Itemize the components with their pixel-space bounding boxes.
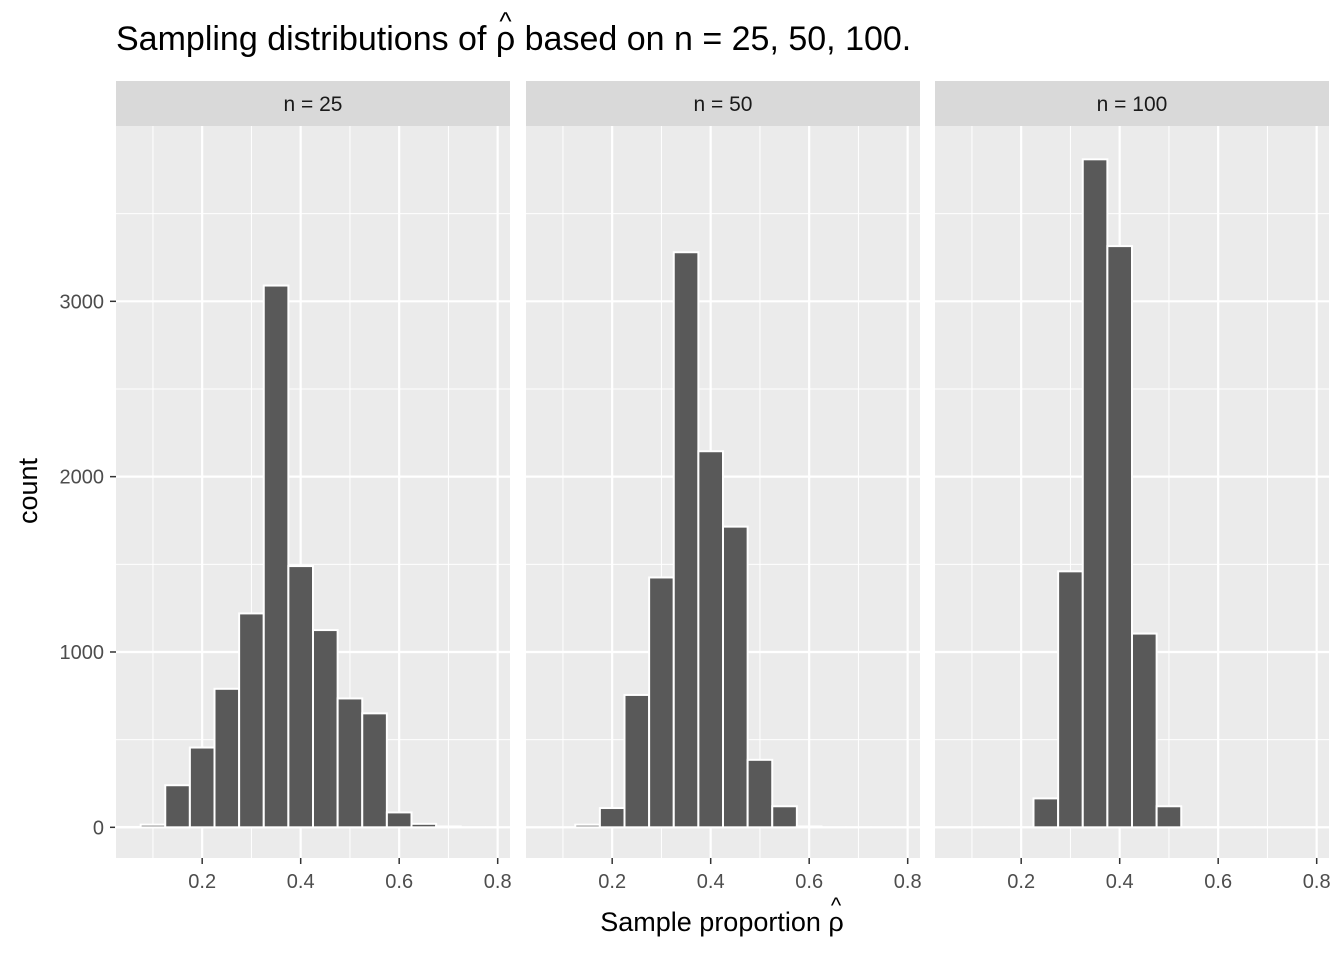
- histogram-bar: [361, 712, 388, 829]
- histogram-bar: [722, 525, 749, 829]
- y-axis-title: count: [13, 457, 43, 524]
- histogram-bar: [410, 822, 438, 829]
- x-axis-title: Sample proportion ρ: [600, 907, 844, 937]
- facet-strip-label: n = 25: [284, 93, 343, 116]
- histogram-bar: [164, 784, 191, 829]
- histogram-bar: [623, 693, 651, 829]
- x-tick-label: 0.6: [385, 871, 413, 893]
- x-tick-label: 0.8: [1303, 871, 1331, 893]
- histogram-bar: [435, 825, 462, 829]
- x-tick-label: 0.2: [598, 871, 626, 893]
- x-tick-label: 0.4: [287, 871, 315, 893]
- chart-title-text: Sampling distributions of ρ based on n =…: [116, 20, 911, 58]
- x-tick-label: 0.6: [795, 871, 823, 893]
- histogram-bar: [672, 251, 700, 829]
- histogram-bar: [697, 450, 724, 829]
- facet-strip: [116, 81, 510, 126]
- facet-strip-label: n = 50: [694, 93, 753, 116]
- facet-strip: [935, 81, 1329, 126]
- x-tick-label: 0.4: [1106, 871, 1134, 893]
- x-axis-title-text: Sample proportion ρ: [600, 907, 844, 937]
- histogram-bar: [746, 758, 774, 829]
- x-tick-label: 0.2: [1007, 871, 1035, 893]
- histogram-bar: [1032, 797, 1060, 829]
- y-axis: 0 1000 2000 3000: [60, 291, 116, 839]
- histogram-bar: [598, 807, 626, 829]
- histogram-bar: [287, 565, 314, 829]
- histogram-bar: [1081, 158, 1109, 829]
- x-tick-label: 0.8: [894, 871, 922, 893]
- chart-title: Sampling distributions of ρ based on n =…: [116, 20, 911, 58]
- facet-panels: n = 250.2 0.4 0.6 0.8n = 500.2 0.4 0.6 0.8n = …: [115, 81, 1331, 893]
- histogram-bar: [648, 576, 675, 829]
- histogram-bar: [139, 823, 167, 829]
- histogram-bar: [1131, 632, 1158, 829]
- y-tick-label: 1000: [60, 642, 105, 664]
- facet-panel-3: n = 100 0.2 0.4 0.6 0.8: [934, 81, 1331, 893]
- histogram-bar: [262, 284, 290, 829]
- x-tick-label: 0.2: [188, 871, 216, 893]
- y-tick-label: 0: [93, 817, 104, 839]
- facet-panel-1: n = 25 0.2 0.4 0.6 0.8: [115, 81, 512, 893]
- x-tick-label: 0.4: [697, 871, 725, 893]
- histogram-bar: [238, 612, 265, 829]
- histogram-bar: [188, 746, 216, 829]
- histogram-bar: [312, 629, 339, 829]
- x-tick-label: 0.6: [1204, 871, 1232, 893]
- histogram-bar: [795, 825, 823, 829]
- y-tick-label: 3000: [60, 291, 105, 313]
- chart-title-hat: ^: [499, 6, 512, 36]
- histogram-bar: [1106, 245, 1133, 829]
- facet-panel-2: n = 50 0.2 0.4 0.6 0.8: [525, 81, 922, 893]
- y-tick-label: 2000: [60, 467, 105, 489]
- histogram-bar: [1057, 570, 1084, 829]
- x-tick-label: 0.8: [484, 871, 512, 893]
- histogram-bar: [771, 805, 798, 829]
- facet-strip: [526, 81, 920, 126]
- histogram-bar: [213, 687, 241, 829]
- histogram-bar: [574, 823, 601, 829]
- histogram-bar: [385, 811, 413, 829]
- histogram-bar: [1155, 805, 1183, 829]
- x-axis-title-hat: ^: [831, 893, 842, 918]
- histogram-bar: [336, 697, 364, 829]
- facet-strip-label: n = 100: [1097, 93, 1168, 116]
